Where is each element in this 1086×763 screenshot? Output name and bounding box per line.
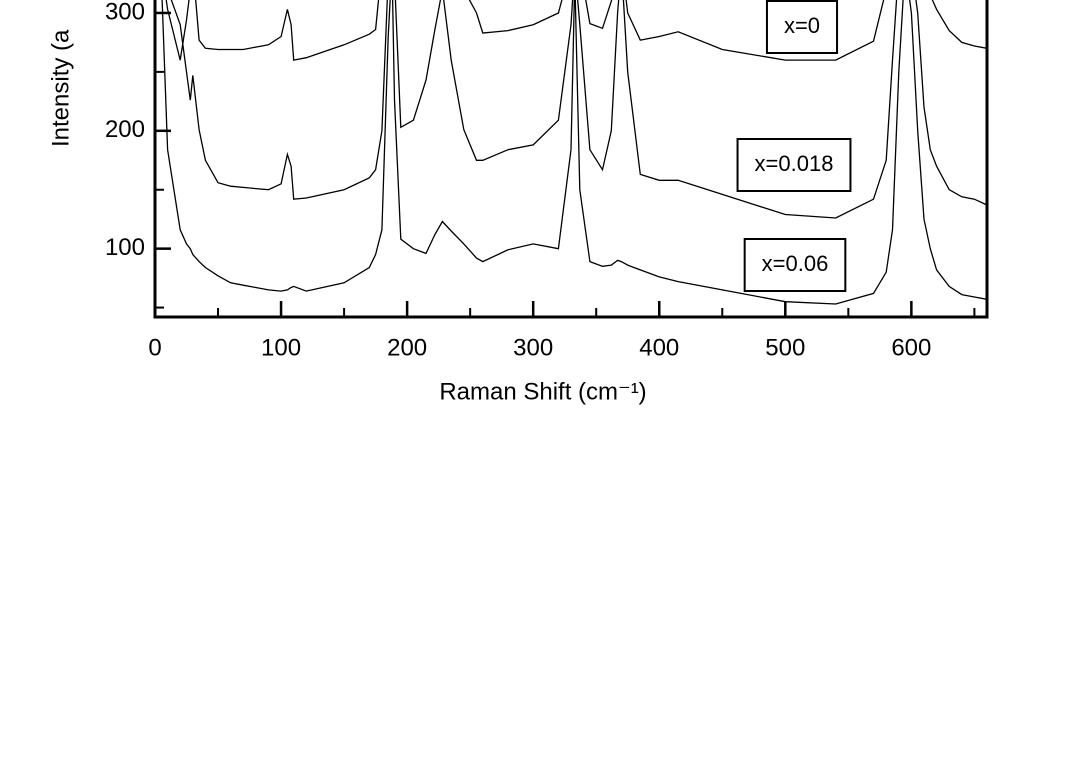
series-label-box [765, 0, 839, 54]
x-tick-label: 0 [148, 334, 161, 361]
y-tick-label: 300 [105, 0, 145, 25]
series-label-box [743, 238, 847, 292]
y-tick-label: 200 [105, 116, 145, 143]
x-tick-label: 600 [891, 334, 931, 361]
series-label: x=0.06 [762, 251, 829, 276]
x-tick-label: 200 [387, 334, 427, 361]
y-axis-label: Intensity (a [47, 29, 74, 147]
series-label-box [736, 138, 852, 192]
y-tick-label: 100 [105, 234, 145, 261]
spectrum-line [165, 0, 987, 61]
x-axis-label: Raman Shift (cm⁻¹) [439, 378, 646, 405]
series-label: x=0.018 [755, 151, 834, 176]
series-label: x=0 [784, 13, 820, 38]
x-tick-label: 300 [513, 334, 553, 361]
x-tick-label: 500 [765, 334, 805, 361]
x-tick-label: 100 [261, 334, 301, 361]
plot-area [161, 0, 987, 305]
spectrum-line [170, 0, 987, 219]
x-tick-label: 400 [639, 334, 679, 361]
spectrum-line [161, 0, 987, 305]
axes-frame [153, 0, 989, 319]
